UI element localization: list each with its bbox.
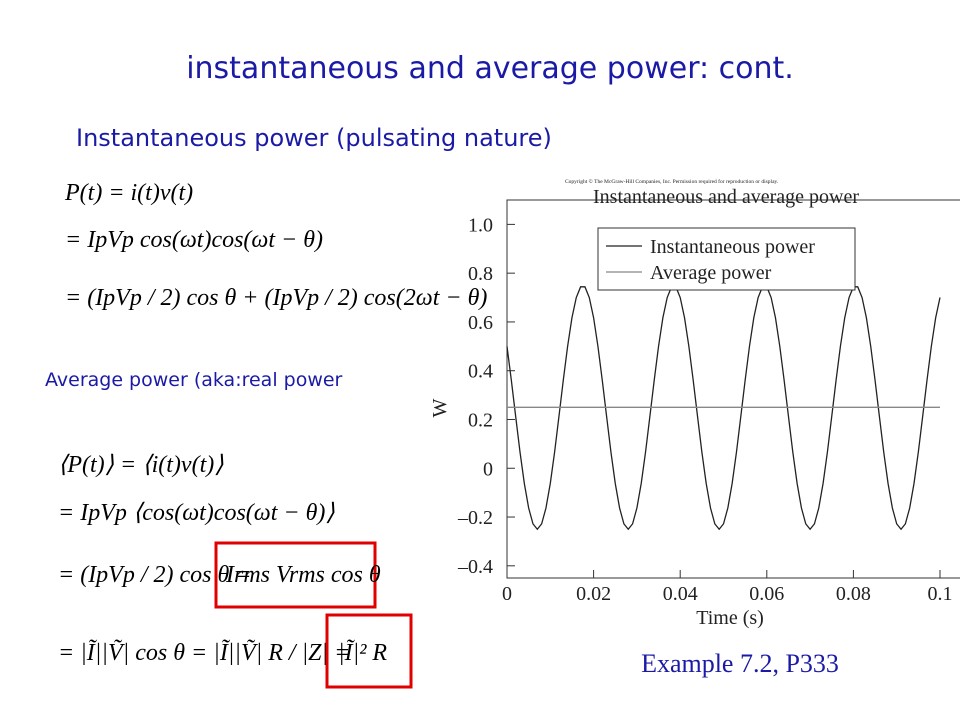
y-tick-label: 0.8 [468,263,493,285]
y-tick-label: 0.6 [468,312,493,334]
y-tick-label: 0.2 [468,409,493,431]
equation: |Ĩ|² R [338,640,387,666]
equation: = IpVp ⟨cos(ωt)cos(ωt − θ)⟩ [58,500,335,526]
y-tick-label: –0.2 [457,507,493,529]
plot-frame [506,199,960,579]
y-tick-label: 0 [483,458,493,480]
y-tick-label: 1.0 [468,214,493,236]
example-ref: Example 7.2, P333 [641,649,839,678]
equation: P(t) = i(t)v(t) [64,180,193,206]
legend-label: Average power [650,262,772,284]
chart-title: Instantaneous and average power [593,186,859,208]
y-tick-label: –0.4 [457,556,493,578]
x-tick-label: 0 [502,583,512,605]
x-tick-label: 0.04 [663,583,698,605]
equation: ⟨P(t)⟩ = ⟨i(t)v(t)⟩ [58,452,224,478]
series-line [506,286,941,531]
slide-title: instantaneous and average power: cont. [186,51,794,86]
x-tick-label: 0.1 [928,583,953,605]
x-axis-label: Time (s) [696,607,764,629]
x-tick-label: 0.02 [576,583,611,605]
chart: Copyright © The McGraw-Hill Companies, I… [429,178,960,629]
equation: = |Ĩ||Ṽ| cos θ = |Ĩ||Ṽ| R / |Z| = [58,639,350,666]
y-tick-label: 0.4 [468,361,493,383]
y-axis-label: W [429,398,451,417]
highlight-box [214,541,377,609]
legend-box [597,227,856,291]
equation: = IpVp cos(ωt)cos(ωt − θ) [65,227,323,253]
copyright: Copyright © The McGraw-Hill Companies, I… [565,178,779,185]
legend-label: Instantaneous power [650,236,815,258]
equation: Irms Vrms cos θ [225,562,381,588]
highlight-box [325,613,413,689]
subtitle: Instantaneous power (pulsating nature) [76,124,552,152]
average-label: Average power (aka:real power [45,369,343,391]
x-tick-label: 0.06 [749,583,784,605]
x-tick-label: 0.08 [836,583,871,605]
equation: = (IpVp / 2) cos θ + (IpVp / 2) cos(2ωt … [65,285,487,311]
equation: = (IpVp / 2) cos θ = [58,562,251,588]
